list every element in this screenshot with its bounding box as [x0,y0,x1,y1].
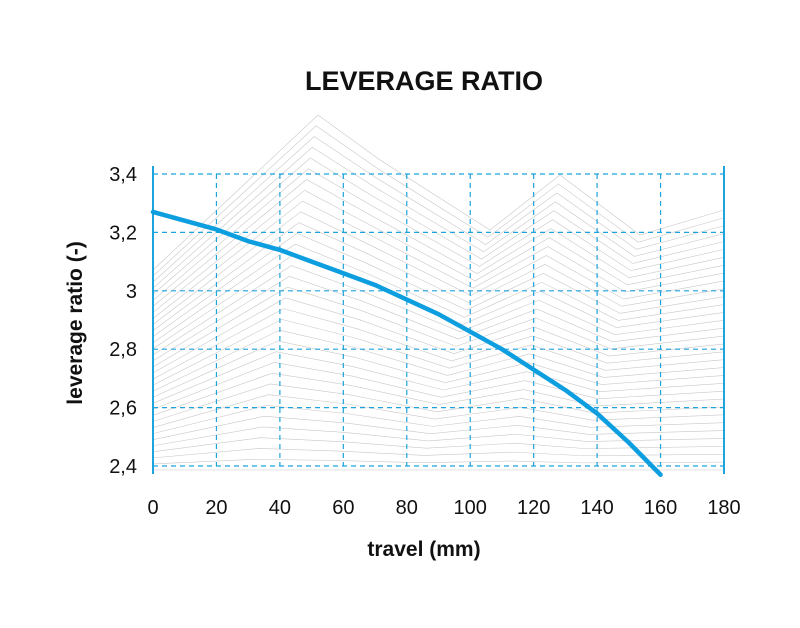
background-line [152,146,725,289]
y-tick-label: 3,4 [109,164,137,186]
x-tick-labels: 0 20 40 60 80 100 120 140 160 180 [147,497,740,519]
background-line [152,189,725,313]
x-tick-label: 160 [644,497,677,519]
x-tick-label: 0 [147,497,158,519]
y-axis-label: leverage ratio (-) [64,241,87,404]
background-line [152,437,725,453]
x-tick-label: 140 [580,497,613,519]
background-line [152,405,725,434]
x-tick-label: 20 [205,497,227,519]
background-line [152,458,725,465]
background-line [152,308,725,380]
background-line [152,136,725,283]
background-line [152,265,725,356]
background-line [152,372,725,416]
background-line [152,426,725,447]
x-tick-label: 40 [269,497,291,519]
background-line [152,448,725,459]
background-line [152,168,725,301]
background-line [152,276,725,362]
chart-title: LEVERAGE RATIO [305,66,543,96]
background-line [152,232,725,337]
background-line [152,286,725,368]
background-line-pattern [152,114,725,471]
series-group [150,209,663,478]
background-line [152,340,725,398]
background-line [152,211,725,325]
y-tick-label: 2,8 [109,339,137,361]
x-tick-label: 60 [332,497,354,519]
background-line [152,383,725,422]
x-axis-label: travel (mm) [367,538,480,561]
background-line [152,243,725,343]
background-line [152,114,725,271]
y-tick-label: 2,4 [109,456,137,478]
plot-frame [152,166,725,474]
x-tick-label: 120 [517,497,550,519]
x-tick-label: 100 [454,497,487,519]
background-line [152,125,725,277]
x-tick-label: 80 [396,497,418,519]
x-tick-label: 180 [707,497,740,519]
background-line [152,351,725,404]
background-line [152,362,725,410]
background-line [152,157,725,295]
y-tick-label: 2,6 [109,398,137,420]
y-tick-label: 3,2 [109,222,137,244]
series-line [150,209,663,478]
background-line [152,179,725,307]
background-line [152,297,725,374]
background-line [152,200,725,319]
background-line [152,319,725,386]
background-line [152,394,725,428]
background-line [152,222,725,331]
y-tick-labels: 2,4 2,6 2,8 3 3,2 3,4 [109,164,137,478]
grid-lines [152,173,725,467]
y-tick-label: 3 [126,281,137,303]
background-line [152,415,725,440]
